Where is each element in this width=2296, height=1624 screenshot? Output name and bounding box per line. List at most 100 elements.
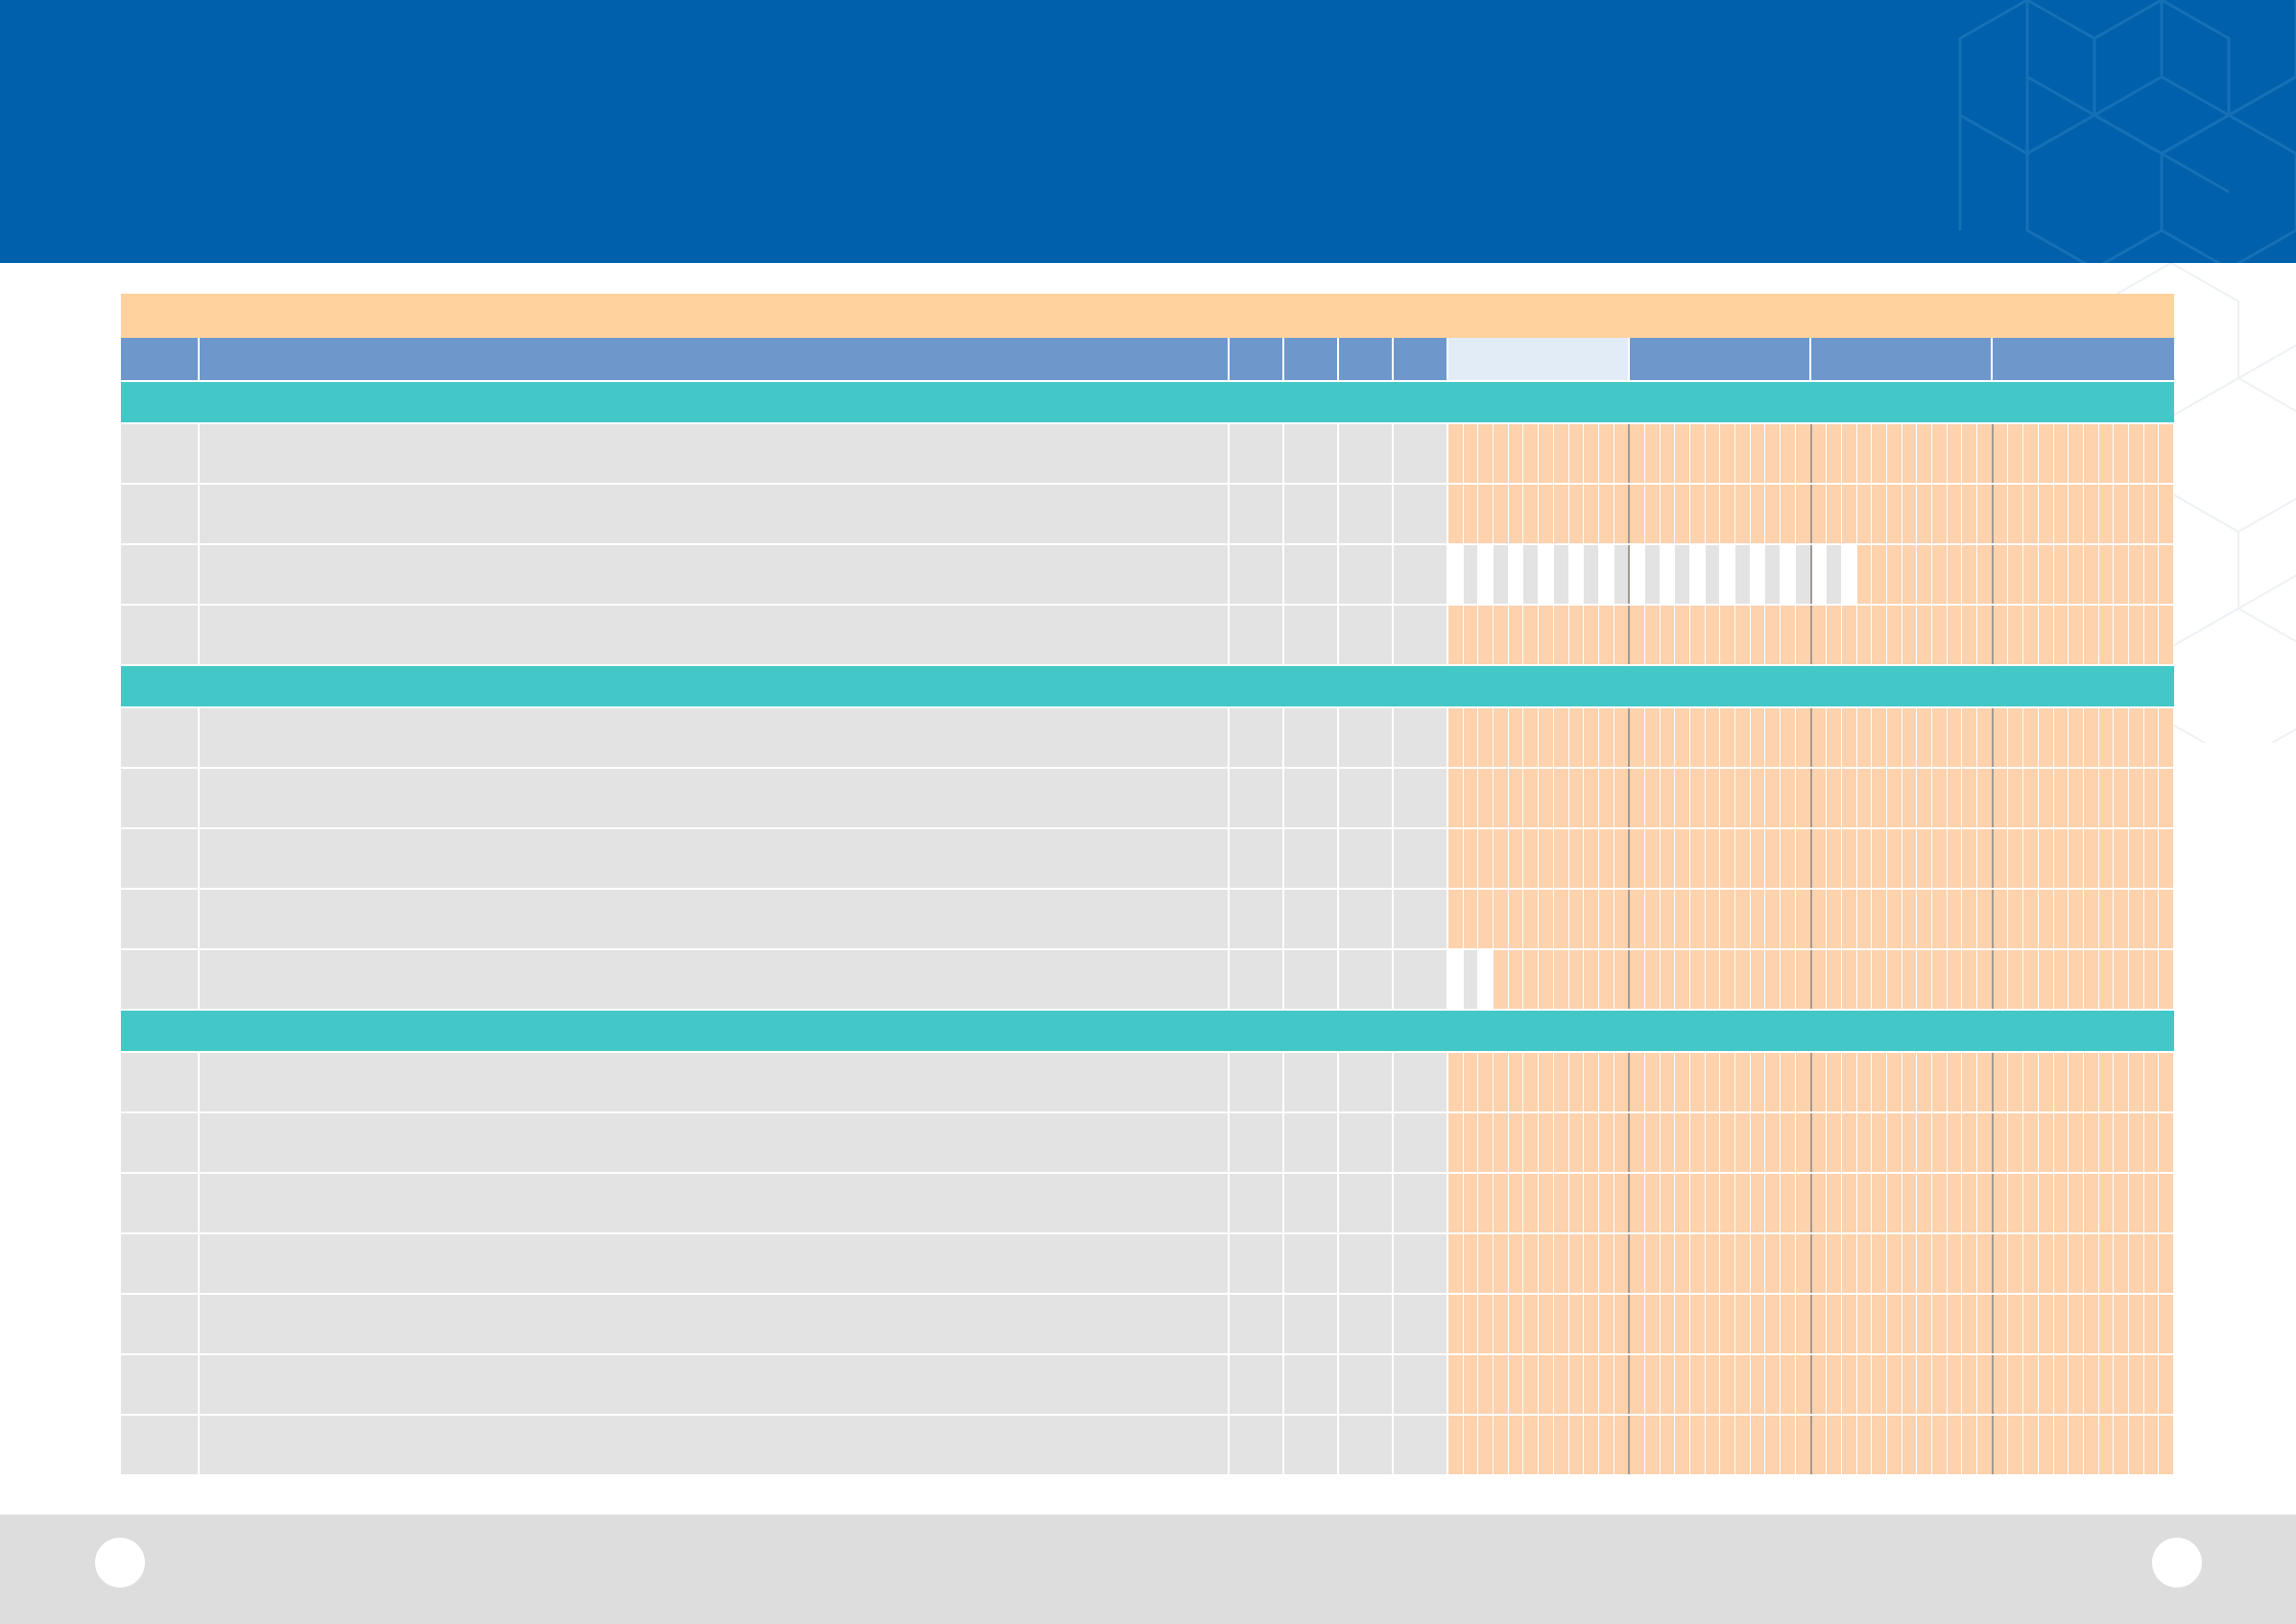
header-banner bbox=[0, 0, 2296, 263]
timeline-cell bbox=[1598, 485, 1614, 543]
timeline-cell bbox=[2114, 950, 2129, 1009]
timeline-cell bbox=[1917, 545, 1932, 604]
timeline-cell bbox=[1977, 1174, 1994, 1232]
timeline-cell bbox=[1644, 1053, 1661, 1111]
timeline-cell bbox=[1962, 1174, 1978, 1232]
task-name bbox=[200, 1234, 1230, 1295]
task-row bbox=[121, 890, 2174, 950]
timeline-cell bbox=[2053, 1053, 2069, 1111]
timeline-cell bbox=[1750, 769, 1766, 827]
task-name bbox=[200, 424, 1230, 485]
timeline-cell bbox=[2053, 1234, 2069, 1293]
timeline-cell bbox=[1872, 1174, 1887, 1232]
timeline-cell bbox=[2143, 485, 2160, 543]
timeline-cell bbox=[1750, 1174, 1766, 1232]
timeline-cell bbox=[1598, 1416, 1614, 1474]
timeline-cell bbox=[1993, 829, 2009, 888]
page-number-left bbox=[95, 1538, 145, 1588]
timeline-cell bbox=[1856, 890, 1873, 948]
task-meta-4 bbox=[1394, 1295, 1448, 1355]
timeline-cell bbox=[1917, 1234, 1932, 1293]
timeline-cell bbox=[1539, 1416, 1554, 1474]
timeline-cell bbox=[1523, 606, 1540, 664]
timeline-cell bbox=[2114, 1234, 2129, 1293]
timeline-cell bbox=[1614, 1355, 1631, 1414]
timeline-cell bbox=[1962, 829, 1978, 888]
timeline-cell bbox=[2053, 1295, 2069, 1353]
timeline-cell bbox=[1917, 950, 1932, 1009]
timeline-cell bbox=[1962, 1234, 1978, 1293]
timeline-cell bbox=[1568, 769, 1585, 827]
timeline-cell bbox=[1630, 950, 1645, 1009]
timeline-cell bbox=[2023, 1053, 2039, 1111]
timeline-cell bbox=[1735, 1416, 1751, 1474]
timeline-cell bbox=[1523, 950, 1540, 1009]
timeline-cell bbox=[1993, 1355, 2009, 1414]
timeline-cell bbox=[1872, 424, 1887, 483]
column-header-quarter-3 bbox=[1811, 338, 1993, 382]
timeline-cell bbox=[1644, 545, 1661, 604]
task-id bbox=[121, 1234, 200, 1295]
timeline-cell bbox=[1584, 950, 1599, 1009]
project-plan-grid bbox=[121, 294, 2174, 1476]
timeline-cell bbox=[2114, 1416, 2129, 1474]
task-id bbox=[121, 769, 200, 829]
timeline-cell bbox=[1494, 1174, 1509, 1232]
timeline-cell bbox=[1750, 829, 1766, 888]
timeline-cell bbox=[1795, 606, 1812, 664]
timeline-cell bbox=[2098, 950, 2115, 1009]
timeline-cell bbox=[1977, 890, 1994, 948]
timeline-cell bbox=[1478, 424, 1495, 483]
timeline-cell bbox=[2128, 950, 2144, 1009]
timeline-cell bbox=[1584, 1113, 1599, 1172]
timeline-cell bbox=[1932, 424, 1948, 483]
timeline-cell bbox=[1872, 1355, 1887, 1414]
timeline-cell bbox=[1886, 829, 1902, 888]
timeline-cell bbox=[1598, 890, 1614, 948]
timeline-cell bbox=[2023, 1416, 2039, 1474]
timeline-cell bbox=[1917, 485, 1932, 543]
timeline-cell bbox=[1630, 1416, 1645, 1474]
timeline-cell bbox=[1781, 1113, 1796, 1172]
timeline-cell bbox=[1977, 1416, 1994, 1474]
timeline-cell bbox=[2114, 424, 2129, 483]
timeline-cell bbox=[1750, 1113, 1766, 1172]
timeline-cell bbox=[1598, 1113, 1614, 1172]
timeline-cell bbox=[1675, 1174, 1690, 1232]
timeline-cell bbox=[1630, 1295, 1645, 1353]
task-row bbox=[121, 1234, 2174, 1295]
timeline-cell bbox=[1765, 1053, 1782, 1111]
timeline-cell bbox=[1494, 829, 1509, 888]
timeline-cell bbox=[1932, 1053, 1948, 1111]
timeline-cell bbox=[1584, 424, 1599, 483]
column-header-task bbox=[200, 338, 1230, 382]
timeline-cell bbox=[1750, 485, 1766, 543]
timeline-cell bbox=[2128, 424, 2144, 483]
task-meta-4 bbox=[1394, 1355, 1448, 1416]
timeline-cell bbox=[1932, 1174, 1948, 1232]
timeline-cell bbox=[1962, 890, 1978, 948]
task-meta-1 bbox=[1230, 708, 1284, 769]
task-meta-2 bbox=[1284, 1174, 1339, 1234]
timeline-cell bbox=[2128, 829, 2144, 888]
timeline-cell bbox=[1993, 950, 2009, 1009]
task-meta-4 bbox=[1394, 1234, 1448, 1295]
timeline-cell bbox=[2114, 1053, 2129, 1111]
timeline-cell bbox=[1841, 1416, 1857, 1474]
timeline-cell bbox=[1872, 1053, 1887, 1111]
task-meta-3 bbox=[1339, 1355, 1394, 1416]
task-meta-3 bbox=[1339, 890, 1394, 950]
timeline-cell bbox=[1463, 1416, 1479, 1474]
timeline-cell bbox=[1765, 485, 1782, 543]
timeline-cell bbox=[1795, 1174, 1812, 1232]
timeline-cell bbox=[1795, 545, 1812, 604]
timeline-cell bbox=[1901, 950, 1918, 1009]
timeline-cell bbox=[1886, 950, 1902, 1009]
timeline-cell bbox=[1614, 424, 1631, 483]
timeline-cell bbox=[1660, 606, 1676, 664]
task-meta-1 bbox=[1230, 950, 1284, 1011]
task-meta-3 bbox=[1339, 708, 1394, 769]
timeline-cell bbox=[1947, 424, 1963, 483]
timeline-cell bbox=[1448, 829, 1464, 888]
task-meta-2 bbox=[1284, 890, 1339, 950]
